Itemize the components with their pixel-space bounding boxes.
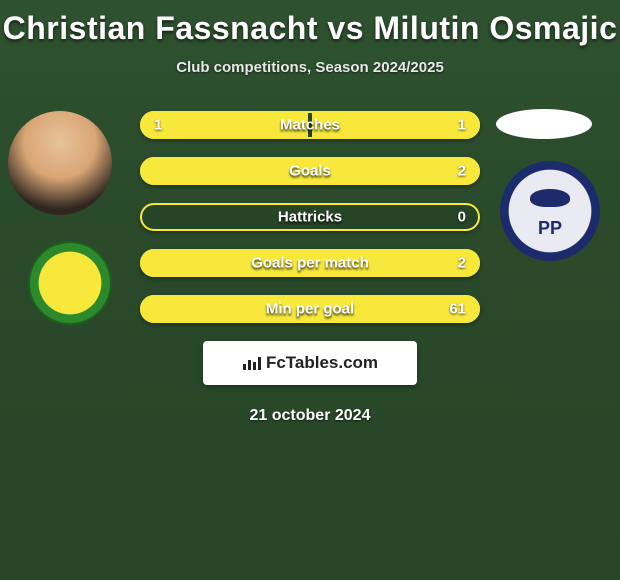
stat-bars: 1 Matches 1 Goals 2 Hattricks 0 Goals per match… [140,111,480,323]
stat-value-right: 1 [458,117,466,134]
stat-value-right: 0 [458,209,466,226]
stat-row: Goals per match 2 [140,249,480,277]
brand-box: FcTables.com [203,341,417,385]
comparison-panel: PP 1 Matches 1 Goals 2 Hattricks 0 Goals per ma… [0,111,620,425]
page-title: Christian Fassnacht vs Milutin Osmajic [0,0,620,47]
stat-row: 1 Matches 1 [140,111,480,139]
stat-label: Goals [289,163,331,180]
stat-row: Goals 2 [140,157,480,185]
stat-label: Matches [280,117,340,134]
stat-label: Goals per match [251,255,369,272]
club-left-badge [28,241,112,325]
stat-label: Hattricks [278,209,342,226]
date-text: 21 october 2024 [0,407,620,425]
subtitle: Club competitions, Season 2024/2025 [0,59,620,76]
brand-text: FcTables.com [266,353,378,373]
player-right-avatar [496,109,592,139]
stat-value-right: 61 [449,301,466,318]
stat-value-right: 2 [458,255,466,272]
stat-row: Min per goal 61 [140,295,480,323]
stat-row: Hattricks 0 [140,203,480,231]
stat-value-right: 2 [458,163,466,180]
stat-value-left: 1 [154,117,162,134]
club-right-badge: PP [500,161,600,261]
chart-icon [242,355,262,371]
player-left-avatar [8,111,112,215]
stat-label: Min per goal [266,301,354,318]
